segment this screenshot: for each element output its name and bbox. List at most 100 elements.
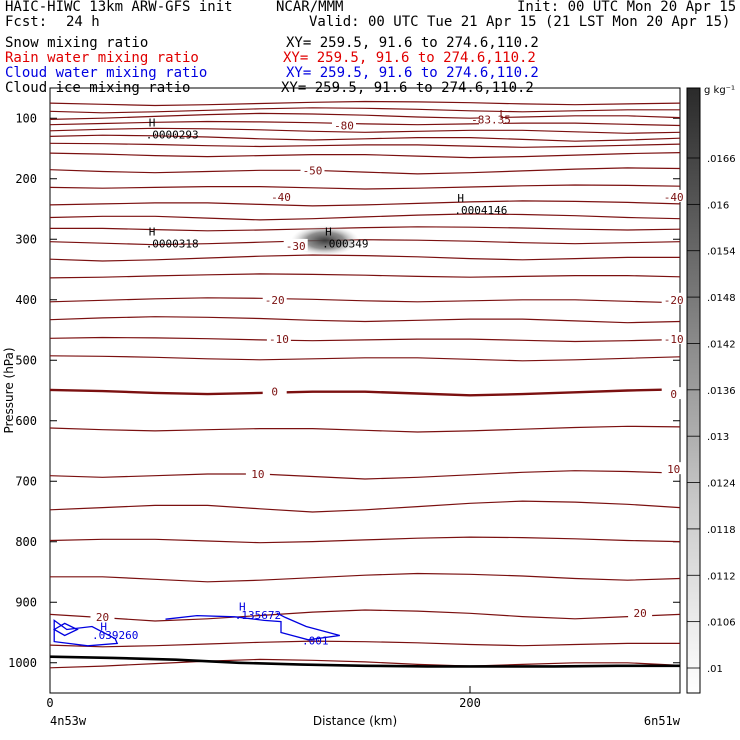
x-endpoint-left: 4n53w (50, 714, 87, 728)
terrain-surface-line (49, 655, 680, 668)
isotherm-line (49, 470, 681, 480)
header-center: NCAR/MMM (276, 0, 344, 15)
isotherm-line (49, 120, 681, 127)
header-title: HAIC-HIWC 13km ARW-GFS init (5, 0, 233, 15)
x-axis-label: Distance (km) (313, 714, 397, 728)
isotherm-label: 10 (667, 463, 680, 476)
isotherm-label-bg (90, 609, 115, 622)
isotherm-line (49, 100, 681, 107)
isotherm-line (49, 425, 681, 433)
isotherm-line (49, 167, 681, 175)
isotherm-line (49, 134, 681, 142)
maximum-marker: H (457, 192, 464, 205)
isotherm-line (49, 609, 681, 622)
isotherm-label-bg (262, 292, 287, 305)
cloud-water-contour (165, 612, 340, 641)
isotherm-line (49, 107, 680, 114)
isotherm-line (49, 658, 681, 669)
y-tick-label: 100 (15, 111, 37, 125)
isotherm-line (49, 152, 681, 159)
isotherm-line (49, 254, 680, 262)
y-tick-label: 700 (15, 474, 37, 488)
maximum-marker: H (325, 225, 332, 238)
colorbar-tick-label: .0148 (707, 293, 736, 304)
isotherm-line (49, 355, 681, 362)
maximum-value: .0004146 (454, 204, 507, 217)
isotherm-label-bg (266, 332, 291, 345)
colorbar-tick-label: .0118 (707, 525, 736, 536)
isotherm-label-bg (661, 292, 686, 305)
isotherm-label: -80 (334, 120, 354, 133)
field-cloudwater-xy: XY= 259.5, 91.6 to 274.6,110.2 (286, 65, 539, 81)
isotherm-line (50, 572, 681, 583)
x-endpoint-right: 6n51w (644, 714, 681, 728)
cloud-ice-maximum-shading (291, 225, 360, 256)
isotherm-line (49, 112, 681, 120)
isotherm-line (49, 640, 680, 648)
isotherm-line (49, 213, 681, 221)
field-rain-xy: XY= 259.5, 91.6 to 274.6,110.2 (283, 50, 536, 66)
isotherm-label: -83.35 (471, 113, 511, 126)
isotherm-line (49, 184, 681, 190)
maximum-marker: H (149, 225, 156, 238)
colorbar-tick-label: .0136 (707, 386, 736, 397)
header-fcst-value: 24 h (66, 14, 100, 30)
isotherm-label-bg (661, 462, 686, 475)
field-rain-name: Rain water mixing ratio (5, 50, 199, 66)
maximum-value: .0000293 (146, 128, 199, 141)
field-snow-xy: XY= 259.5, 91.6 to 274.6,110.2 (286, 35, 539, 51)
colorbar-tick-label: .0154 (707, 247, 736, 258)
colorbar (686, 87, 701, 694)
isotherm-line (49, 500, 681, 513)
x-tick-label: 200 (459, 696, 481, 710)
x-tick-label: 0 (46, 696, 53, 710)
colorbar-tick-label: .0142 (707, 339, 736, 350)
isotherm-line (49, 142, 681, 148)
colorbar-tick-label: .0106 (707, 618, 736, 629)
header-fcst-label: Fcst: (5, 14, 48, 30)
y-tick-label: 500 (15, 353, 37, 367)
cloud-water-label: .135672 (235, 609, 281, 622)
isotherm-label: -20 (664, 294, 684, 307)
isotherm-label: -50 (303, 164, 323, 177)
isotherm-label: -20 (265, 294, 285, 307)
y-tick-label: 300 (15, 232, 37, 246)
isotherm-line (49, 127, 681, 134)
isotherm-label: 10 (251, 468, 264, 481)
y-axis-label: Pressure (hPa) (2, 347, 16, 433)
isotherm-label: -40 (664, 191, 684, 204)
maximum-value: .000349 (322, 237, 368, 250)
cloud-water-contour (53, 619, 119, 647)
y-tick-label: 200 (15, 172, 37, 186)
minimum-marker: L (499, 108, 506, 121)
colorbar-tick-label: .0124 (707, 479, 736, 490)
isotherm-label: -40 (271, 191, 291, 204)
isotherm-label: 0 (670, 388, 677, 401)
field-snow-name: Snow mixing ratio (5, 35, 149, 51)
colorbar-unit: g kg⁻¹ (704, 85, 735, 96)
field-cloudwater-name: Cloud water mixing ratio (5, 65, 208, 81)
isotherm-label-bg (283, 238, 308, 251)
isotherm-label-bg (300, 163, 325, 176)
isotherm-label: -30 (286, 240, 306, 253)
isotherm-label-bg (661, 332, 686, 345)
isotherm-label: 0 (271, 386, 278, 399)
y-tick-label: 800 (15, 535, 37, 549)
cloud-water-label: .039260 (92, 629, 138, 642)
isotherm-label-bg (661, 387, 686, 400)
y-tick-label: 900 (15, 595, 37, 609)
isotherm-line (49, 388, 681, 397)
header-valid: Valid: 00 UTC Tue 21 Apr 15 (21 LST Mon … (309, 14, 731, 30)
isotherm-line (49, 239, 681, 246)
isotherm-label-bg (661, 189, 686, 202)
isotherm-label: -10 (664, 333, 684, 346)
isotherm-label: -10 (269, 333, 289, 346)
header-init: Init: 00 UTC Mon 20 Apr 15 (517, 0, 737, 15)
isotherm-line (49, 336, 681, 343)
colorbar-tick-label: .0166 (707, 154, 736, 165)
maximum-value: .0000318 (146, 237, 199, 250)
colorbar-tick-label: .0112 (707, 571, 736, 582)
isotherm-line (49, 200, 681, 207)
colorbar-tick-label: .01 (707, 664, 723, 675)
